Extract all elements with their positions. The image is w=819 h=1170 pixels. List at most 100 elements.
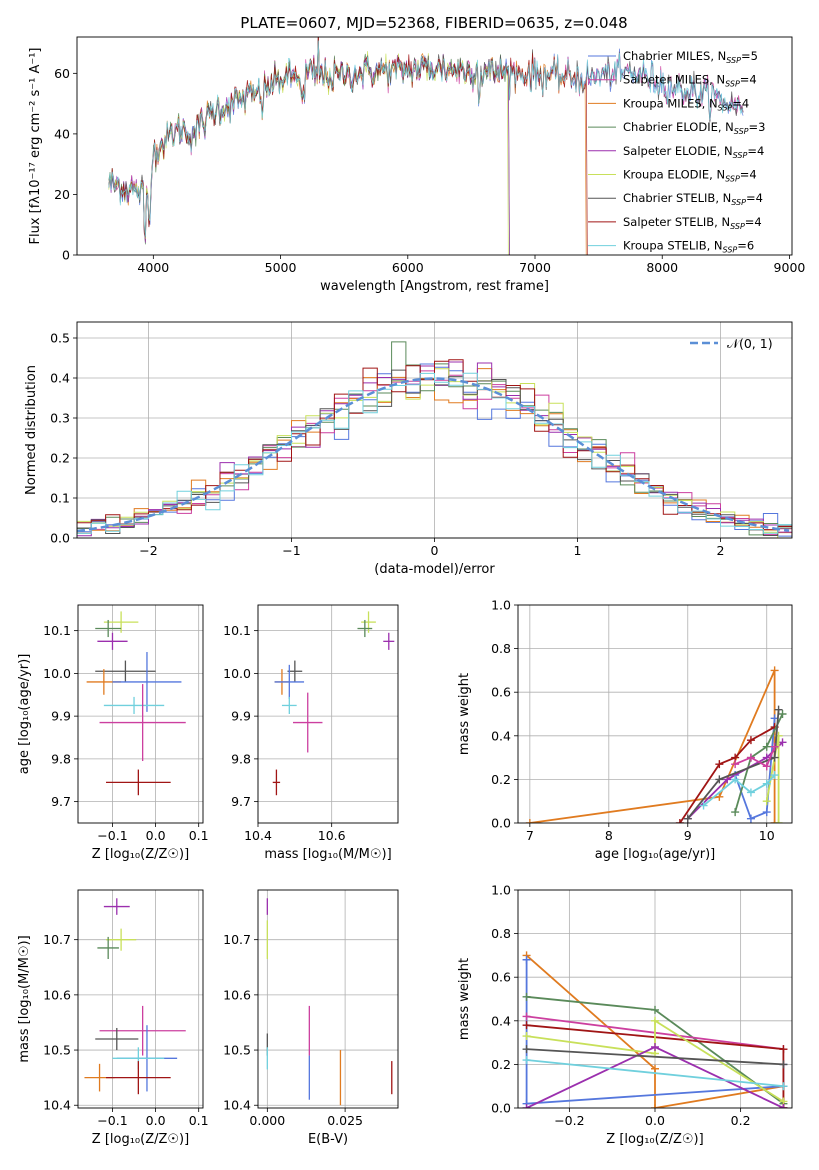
- x-tick-label: −0.1: [97, 1113, 127, 1128]
- x-tick-label: 0.0: [146, 828, 166, 843]
- panel-mass-vs-Z: −0.1 0.0 0.1 10.4 10.5 10.6 10.7 Z [log₁₀(Z/Z☉)…: [17, 889, 209, 1147]
- x-tick-label: 10.4: [244, 828, 272, 843]
- legend-nssp-value: =4: [745, 215, 762, 229]
- y-tick-label: 0.6: [491, 970, 511, 985]
- y-tick-label: 10.0: [43, 666, 71, 681]
- plus-marker: [525, 819, 534, 823]
- plus-marker: [779, 1060, 788, 1069]
- plus-marker: [675, 819, 684, 823]
- legend-nssp-value: =4: [746, 191, 763, 205]
- mass-weight-line: [734, 718, 776, 820]
- plus-marker: [731, 760, 740, 769]
- y-tick-label: 10.1: [43, 623, 71, 638]
- plus-marker: [651, 1064, 659, 1073]
- spectrum-line: [108, 40, 744, 237]
- errorbar-point: [272, 769, 281, 796]
- plus-marker: [762, 762, 771, 771]
- x-tick-label: 0.0: [146, 1113, 166, 1128]
- legend-entry: Salpeter ELODIE, NSSP=4: [623, 144, 764, 160]
- legend-entry: Kroupa STELIB, NSSP=6: [623, 239, 754, 255]
- plus-marker: [731, 808, 740, 817]
- mass-weight-line: [526, 1059, 784, 1088]
- plus-marker: [746, 814, 755, 823]
- panel-spectrum: 4000 5000 6000 7000 8000 9000 0 20 40 60 wavelengt…: [28, 36, 805, 294]
- errorbar-point: [361, 611, 376, 633]
- y-tick-label: 9.7: [231, 794, 251, 809]
- legend-entry: Chabrier ELODIE, NSSP=3: [623, 120, 765, 136]
- y-tick-label: 0.0: [491, 1101, 511, 1116]
- panel-mass-vs-EBV: 0.000 0.025 10.4 10.5 10.6 10.7 E(B-V): [223, 889, 399, 1147]
- errorbar-point: [99, 684, 186, 762]
- legend-entry: 𝒩(0, 1): [727, 336, 773, 351]
- errorbar-point: [95, 619, 122, 638]
- x-axis-label: E(B-V): [308, 1132, 348, 1147]
- mass-weight-line: [687, 709, 780, 820]
- errorbar-point: [106, 928, 137, 951]
- plus-marker: [522, 955, 531, 964]
- axes-frame: [77, 889, 204, 1109]
- errorbar-point: [106, 769, 171, 796]
- plus-marker: [779, 1104, 788, 1108]
- legend-subscript: SSP: [725, 175, 740, 184]
- x-tick-label: 5000: [265, 260, 297, 275]
- errorbar-point: [95, 1027, 139, 1051]
- plus-marker: [715, 775, 724, 784]
- y-tick-label: 9.8: [231, 751, 251, 766]
- errorbar-point: [97, 936, 119, 959]
- y-tick-label: 0.2: [491, 772, 511, 787]
- y-tick-label: 10.6: [223, 987, 251, 1002]
- legend-subscript: SSP: [723, 246, 738, 255]
- plus-marker: [778, 710, 787, 718]
- x-axis-label: Z [log₁₀(Z/Z☉)]: [92, 847, 189, 862]
- legend-subscript: SSP: [718, 103, 733, 112]
- plus-marker: [715, 792, 724, 801]
- y-tick-label: 1.0: [491, 598, 511, 613]
- plus-marker: [699, 801, 708, 810]
- x-tick-label: 8000: [646, 260, 678, 275]
- legend-nssp-value: =5: [741, 49, 758, 63]
- errorbar-point: [281, 696, 297, 714]
- legend-entry: Kroupa ELODIE, NSSP=4: [623, 168, 757, 184]
- plus-marker: [762, 808, 771, 817]
- x-tick-label: 7: [526, 828, 534, 843]
- axes-frame: [517, 889, 793, 1109]
- axes-frame: [257, 604, 399, 824]
- plus-marker: [522, 1056, 531, 1065]
- errorbar-point: [103, 611, 139, 633]
- x-tick-label: 0.0: [645, 1113, 665, 1128]
- x-tick-label: 1: [574, 543, 582, 558]
- y-tick-label: 0.8: [491, 641, 511, 656]
- x-tick-label: 10: [759, 828, 775, 843]
- errorbar-point: [383, 632, 395, 650]
- y-tick-label: 9.8: [51, 751, 71, 766]
- plus-marker: [651, 1042, 659, 1051]
- gaussian-curve: [77, 377, 790, 533]
- legend-entry: Salpeter STELIB, NSSP=4: [623, 215, 762, 231]
- plot-area: [108, 37, 744, 255]
- legend-entry: Chabrier STELIB, NSSP=4: [623, 191, 763, 207]
- plot-area: [266, 898, 393, 1106]
- x-tick-label: −1: [282, 543, 300, 558]
- plus-marker: [746, 788, 755, 797]
- errorbar-point: [97, 632, 128, 650]
- y-tick-label: 10.7: [223, 932, 251, 947]
- mass-weight-line: [679, 726, 776, 823]
- y-tick-label: 0.4: [50, 371, 70, 386]
- axes-frame: [257, 889, 399, 1109]
- plot-area: [84, 898, 186, 1095]
- plus-marker: [522, 1045, 531, 1054]
- y-tick-label: 10.6: [43, 987, 71, 1002]
- legend-entry: Kroupa MILES, NSSP=4: [623, 96, 749, 112]
- legend-nssp-value: =4: [740, 73, 757, 87]
- residual-histogram: [77, 372, 792, 538]
- y-tick-label: 0.0: [491, 816, 511, 831]
- y-axis-label: Flux [fλ10⁻¹⁷ erg cm⁻² s⁻¹ A⁻¹]: [28, 48, 43, 245]
- y-axis-label: mass weight: [457, 673, 472, 755]
- x-tick-label: 10.6: [318, 828, 346, 843]
- x-tick-label: −2: [139, 543, 157, 558]
- x-tick-label: 6000: [392, 260, 424, 275]
- plus-marker: [762, 742, 771, 751]
- x-tick-label: 9: [684, 828, 692, 843]
- y-tick-label: 9.9: [231, 709, 251, 724]
